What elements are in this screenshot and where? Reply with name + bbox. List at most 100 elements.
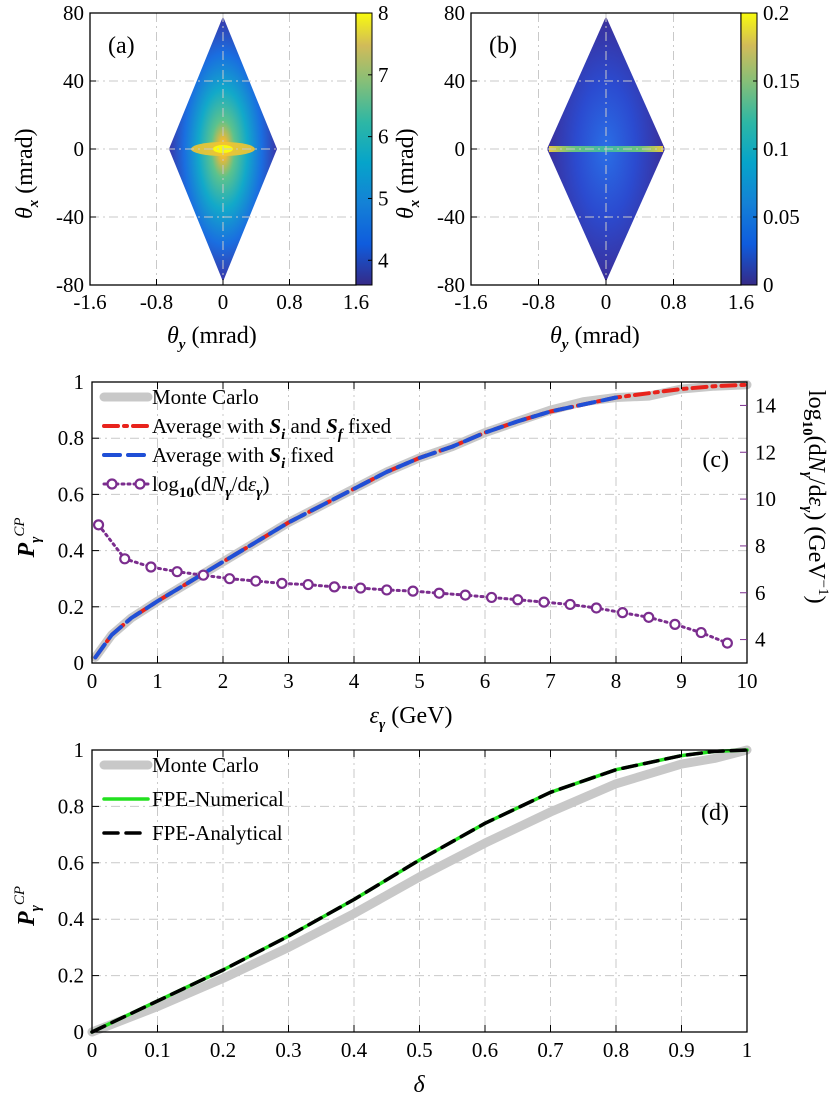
colorbar-tick-label: 0.05 — [763, 205, 800, 229]
panel-tag: (a) — [108, 33, 135, 59]
series-marker — [381, 584, 393, 596]
x-tick-label: 7 — [545, 669, 556, 693]
y-tick-label: 0.2 — [58, 595, 84, 619]
x-tick-label: -0.8 — [140, 290, 173, 314]
panel-tag: (d) — [701, 800, 729, 826]
y-tick-label: 0 — [455, 137, 466, 161]
colorbar-tick-label: 8 — [378, 1, 389, 25]
series-marker — [250, 575, 262, 587]
x-tick-label: 0.8 — [660, 290, 686, 314]
x-tick-label: 0.3 — [275, 1038, 301, 1062]
series-marker — [643, 611, 655, 623]
x-tick-label: 5 — [414, 669, 425, 693]
y-tick-label: 40 — [63, 69, 84, 93]
x-tick-label: 2 — [218, 669, 229, 693]
y-tick-label: 0 — [74, 1020, 85, 1044]
panel-tag: (b) — [489, 33, 517, 59]
x-tick-label: 0.1 — [144, 1038, 170, 1062]
series-marker — [145, 561, 157, 573]
y-tick-label: 0 — [74, 137, 85, 161]
x-tick-label: 0.6 — [472, 1038, 498, 1062]
series-marker — [328, 581, 340, 593]
y-tick-label: 0.4 — [58, 539, 85, 563]
x-axis-label: θy (mrad) — [550, 323, 640, 353]
x-tick-label: 1 — [742, 1038, 753, 1062]
panel-tag: (c) — [702, 447, 729, 473]
x-tick-label: 0 — [601, 290, 612, 314]
y-axis-label: PγCP — [12, 517, 44, 558]
colorbar-tick-label: 0 — [763, 273, 774, 297]
y-tick-label: 0.4 — [58, 907, 85, 931]
y-tick-label: 0.6 — [58, 851, 84, 875]
legend-marker — [134, 478, 146, 490]
legend-label: FPE-Numerical — [152, 787, 284, 811]
x-tick-label: 0.4 — [341, 1038, 368, 1062]
series-marker — [616, 607, 629, 619]
legend-marker — [106, 478, 118, 490]
line-panel-d: 0 0.1 0.2 0.3 0.4 0.5 0.6 0.7 0.8 0.9 1 0 0.2 0.4 0.6 0… — [12, 738, 752, 1098]
colorbar-tick-label: 6 — [378, 125, 389, 149]
series-line — [87, 745, 752, 1037]
series-line — [90, 748, 749, 1034]
y-tick-label: 0.6 — [58, 482, 84, 506]
series-marker — [119, 553, 131, 565]
y-axis-label: θx (mrad) — [12, 128, 42, 219]
y-right-tick-label: 14 — [755, 393, 777, 417]
x-tick-label: 1.6 — [728, 290, 754, 314]
y-tick-label: 0 — [74, 651, 85, 675]
series-marker — [407, 585, 419, 597]
series-marker — [433, 587, 445, 599]
x-tick-label: 0.8 — [603, 1038, 629, 1062]
x-tick-label: 9 — [676, 669, 687, 693]
series-marker — [197, 569, 209, 581]
series-marker — [302, 578, 314, 591]
x-tick-label: 4 — [349, 669, 360, 693]
y-right-tick-label: 6 — [755, 581, 766, 605]
y-axis-label: θx (mrad) — [393, 128, 423, 219]
y-right-axis-label: log10(dNγ/dεγ) (GeV−1) — [799, 390, 830, 604]
x-tick-label: 3 — [283, 669, 294, 693]
x-axis-label: δ — [414, 1072, 426, 1098]
x-tick-label: -1.6 — [454, 290, 487, 314]
series-marker — [459, 589, 471, 601]
x-tick-label: 6 — [480, 669, 491, 693]
series-marker — [92, 519, 105, 531]
series-marker — [564, 598, 576, 611]
series-marker — [669, 618, 681, 630]
x-tick-label: 0.7 — [537, 1038, 563, 1062]
x-tick-label: 10 — [737, 669, 758, 693]
x-tick-label: -1.6 — [73, 290, 106, 314]
y-tick-label: -40 — [56, 205, 84, 229]
colorbar-tick-label: 0.15 — [763, 69, 800, 93]
y-tick-label: 80 — [63, 1, 84, 25]
line-panel-c: 0 1 2 3 4 5 6 7 8 9 1000.20.40.60.81468101214Monte… — [12, 370, 830, 733]
series-marker — [538, 596, 550, 608]
series-marker — [354, 582, 367, 594]
y-tick-label: 0.8 — [58, 426, 84, 450]
legend-label: FPE-Analytical — [152, 821, 283, 845]
y-right-tick-label: 8 — [755, 534, 766, 558]
legend-label: Average with Si fixed — [152, 443, 334, 472]
y-right-tick-label: 10 — [755, 487, 776, 511]
colorbar — [355, 12, 373, 286]
series-marker — [171, 566, 183, 578]
legend-label: Monte Carlo — [152, 385, 259, 409]
x-tick-label: 1 — [152, 669, 163, 693]
legend-label: Average with Si and Sf fixed — [152, 414, 392, 443]
y-tick-label: 0.8 — [58, 794, 84, 818]
x-tick-label: 0.2 — [210, 1038, 236, 1062]
legend-label: Monte Carlo — [152, 753, 259, 777]
x-tick-label: 0.9 — [668, 1038, 694, 1062]
y-right-tick-label: 4 — [755, 628, 766, 652]
x-tick-label: 0 — [218, 290, 229, 314]
y-axis-label: PγCP — [12, 886, 44, 927]
colorbar-tick-label: 0.1 — [763, 137, 789, 161]
series-marker — [485, 591, 498, 604]
series-line — [93, 395, 618, 660]
colorbar-tick-label: 5 — [378, 186, 389, 210]
y-tick-label: 1 — [74, 738, 85, 762]
series-marker — [721, 637, 733, 649]
y-tick-label: 0.2 — [58, 964, 84, 988]
y-tick-label: 1 — [74, 370, 85, 394]
colorbar-tick-label: 7 — [378, 63, 389, 87]
